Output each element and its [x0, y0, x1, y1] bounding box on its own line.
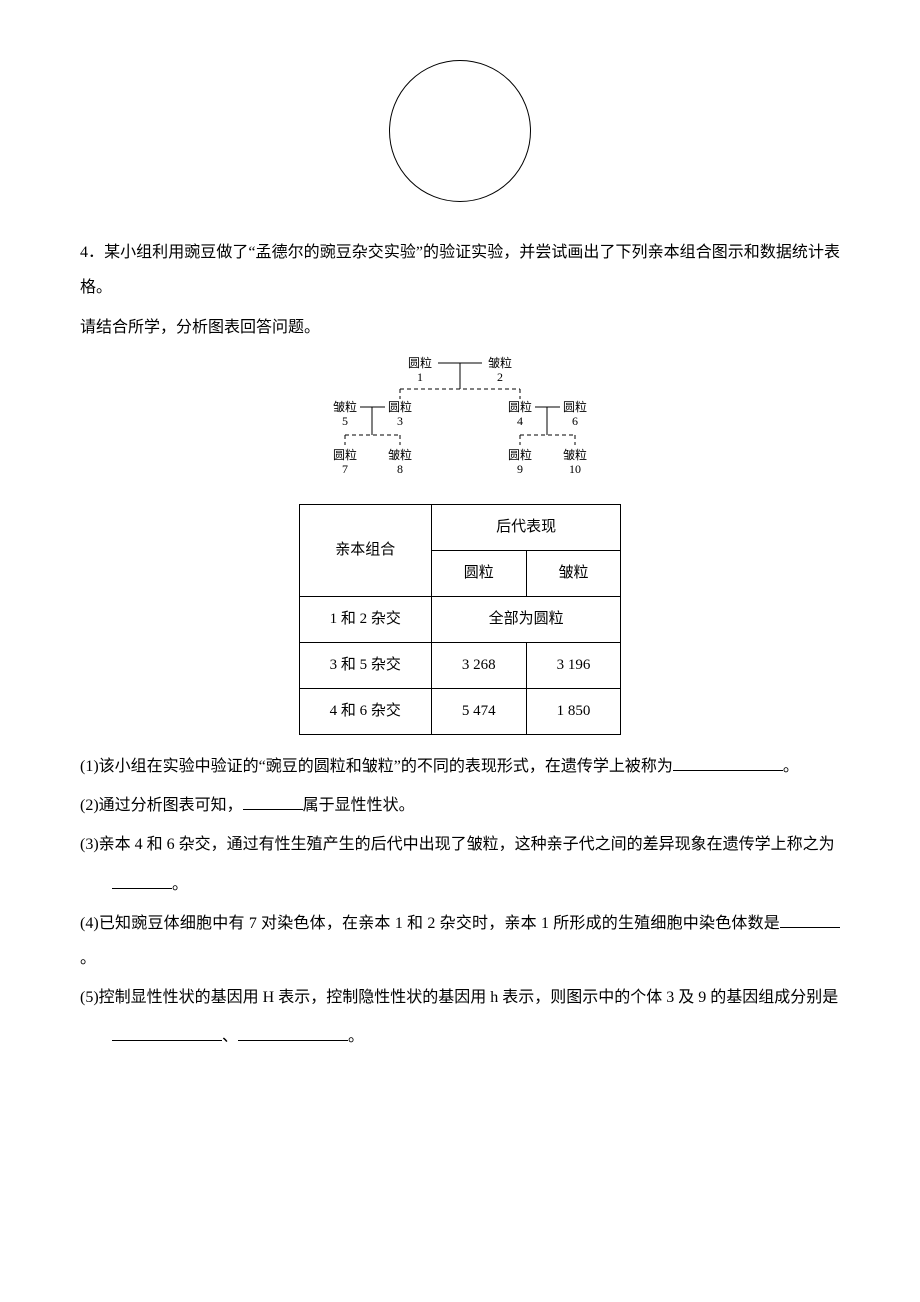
- q1-text: (1)该小组在实验中验证的“豌豆的圆粒和皱粒”的不同的表现形式，在遗传学上被称为: [80, 758, 673, 775]
- ped-node-2-trait: 皱粒: [488, 355, 512, 370]
- sub-q3: (3)亲本 4 和 6 杂交，通过有性生殖产生的后代中出现了皱粒，这种亲子代之间…: [80, 827, 840, 862]
- ped-node-9-trait: 圆粒: [508, 447, 532, 462]
- blank-q2[interactable]: [243, 793, 303, 810]
- pedigree-diagram: 圆粒 皱粒 1 2 皱粒 圆粒 圆粒 圆粒 5 3 4 6 圆粒 皱粒 圆粒 皱…: [80, 355, 840, 498]
- q5-sep: 、: [222, 1028, 238, 1045]
- ped-node-9-id: 9: [517, 462, 523, 476]
- cell-round-1: 3 268: [431, 642, 526, 688]
- q4-intro-line2: 请结合所学，分析图表回答问题。: [80, 310, 840, 345]
- empty-circle: [389, 60, 531, 202]
- ped-node-1-id: 1: [417, 370, 423, 384]
- q5-end: 。: [348, 1028, 364, 1045]
- ped-node-4-trait: 圆粒: [508, 399, 532, 414]
- q5-text-a: (5)控制显性性状的基因用 H 表示，控制隐性性状的基因用 h 表示，则图示中的…: [80, 989, 838, 1006]
- cell-wrinkled-2: 1 850: [526, 688, 621, 734]
- q1-end: 。: [783, 758, 799, 775]
- ped-node-7-id: 7: [342, 462, 348, 476]
- ped-node-8-trait: 皱粒: [388, 447, 412, 462]
- cell-merged-0: 全部为圆粒: [431, 596, 621, 642]
- q3-end: 。: [172, 876, 188, 893]
- ped-node-7-trait: 圆粒: [333, 447, 357, 462]
- th-parent: 亲本组合: [299, 504, 431, 596]
- blank-q4[interactable]: [780, 911, 840, 928]
- table-row: 3 和 5 杂交 3 268 3 196: [299, 642, 621, 688]
- ped-node-8-id: 8: [397, 462, 403, 476]
- sub-q3-blank-line: 。: [80, 867, 840, 902]
- table-row: 1 和 2 杂交 全部为圆粒: [299, 596, 621, 642]
- ped-node-4-id: 4: [517, 414, 523, 428]
- q2-text-b: 属于显性性状。: [303, 797, 415, 814]
- blank-q5-b[interactable]: [238, 1024, 348, 1041]
- th-round: 圆粒: [431, 550, 526, 596]
- ped-node-5-id: 5: [342, 414, 348, 428]
- q4-text-a: (4)已知豌豆体细胞中有 7 对染色体，在亲本 1 和 2 杂交时，亲本 1 所…: [80, 915, 780, 932]
- th-offspring: 后代表现: [431, 504, 621, 550]
- ped-node-3-id: 3: [397, 414, 403, 428]
- ped-node-6-trait: 圆粒: [563, 399, 587, 414]
- ped-node-10-trait: 皱粒: [563, 447, 587, 462]
- blank-q5-a[interactable]: [112, 1024, 222, 1041]
- cell-parent-0: 1 和 2 杂交: [299, 596, 431, 642]
- sub-q5: (5)控制显性性状的基因用 H 表示，控制隐性性状的基因用 h 表示，则图示中的…: [80, 980, 840, 1015]
- circle-figure: [80, 60, 840, 215]
- ped-node-10-id: 10: [569, 462, 581, 476]
- ped-node-5-trait: 皱粒: [333, 399, 357, 414]
- cell-wrinkled-1: 3 196: [526, 642, 621, 688]
- cell-parent-1: 3 和 5 杂交: [299, 642, 431, 688]
- th-wrinkled: 皱粒: [526, 550, 621, 596]
- ped-node-3-trait: 圆粒: [388, 399, 412, 414]
- sub-q5-blank-line: 、。: [80, 1019, 840, 1054]
- sub-q1: (1)该小组在实验中验证的“豌豆的圆粒和皱粒”的不同的表现形式，在遗传学上被称为…: [80, 749, 840, 784]
- sub-q2: (2)通过分析图表可知， 属于显性性状。: [80, 788, 840, 823]
- cell-parent-2: 4 和 6 杂交: [299, 688, 431, 734]
- table-row: 4 和 6 杂交 5 474 1 850: [299, 688, 621, 734]
- q4-end: 。: [80, 950, 96, 967]
- blank-q1[interactable]: [673, 754, 783, 771]
- ped-node-2-id: 2: [497, 370, 503, 384]
- blank-q3[interactable]: [112, 872, 172, 889]
- q3-text-a: (3)亲本 4 和 6 杂交，通过有性生殖产生的后代中出现了皱粒，这种亲子代之间…: [80, 836, 835, 853]
- sub-q4: (4)已知豌豆体细胞中有 7 对染色体，在亲本 1 和 2 杂交时，亲本 1 所…: [80, 906, 840, 976]
- q4-intro-line1: 4．某小组利用豌豆做了“孟德尔的豌豆杂交实验”的验证实验，并尝试画出了下列亲本组…: [80, 235, 840, 305]
- results-table: 亲本组合 后代表现 圆粒 皱粒 1 和 2 杂交 全部为圆粒 3 和 5 杂交 …: [299, 504, 622, 735]
- cell-round-2: 5 474: [431, 688, 526, 734]
- ped-node-6-id: 6: [572, 414, 578, 428]
- ped-node-1-trait: 圆粒: [408, 355, 432, 370]
- q2-text-a: (2)通过分析图表可知，: [80, 797, 243, 814]
